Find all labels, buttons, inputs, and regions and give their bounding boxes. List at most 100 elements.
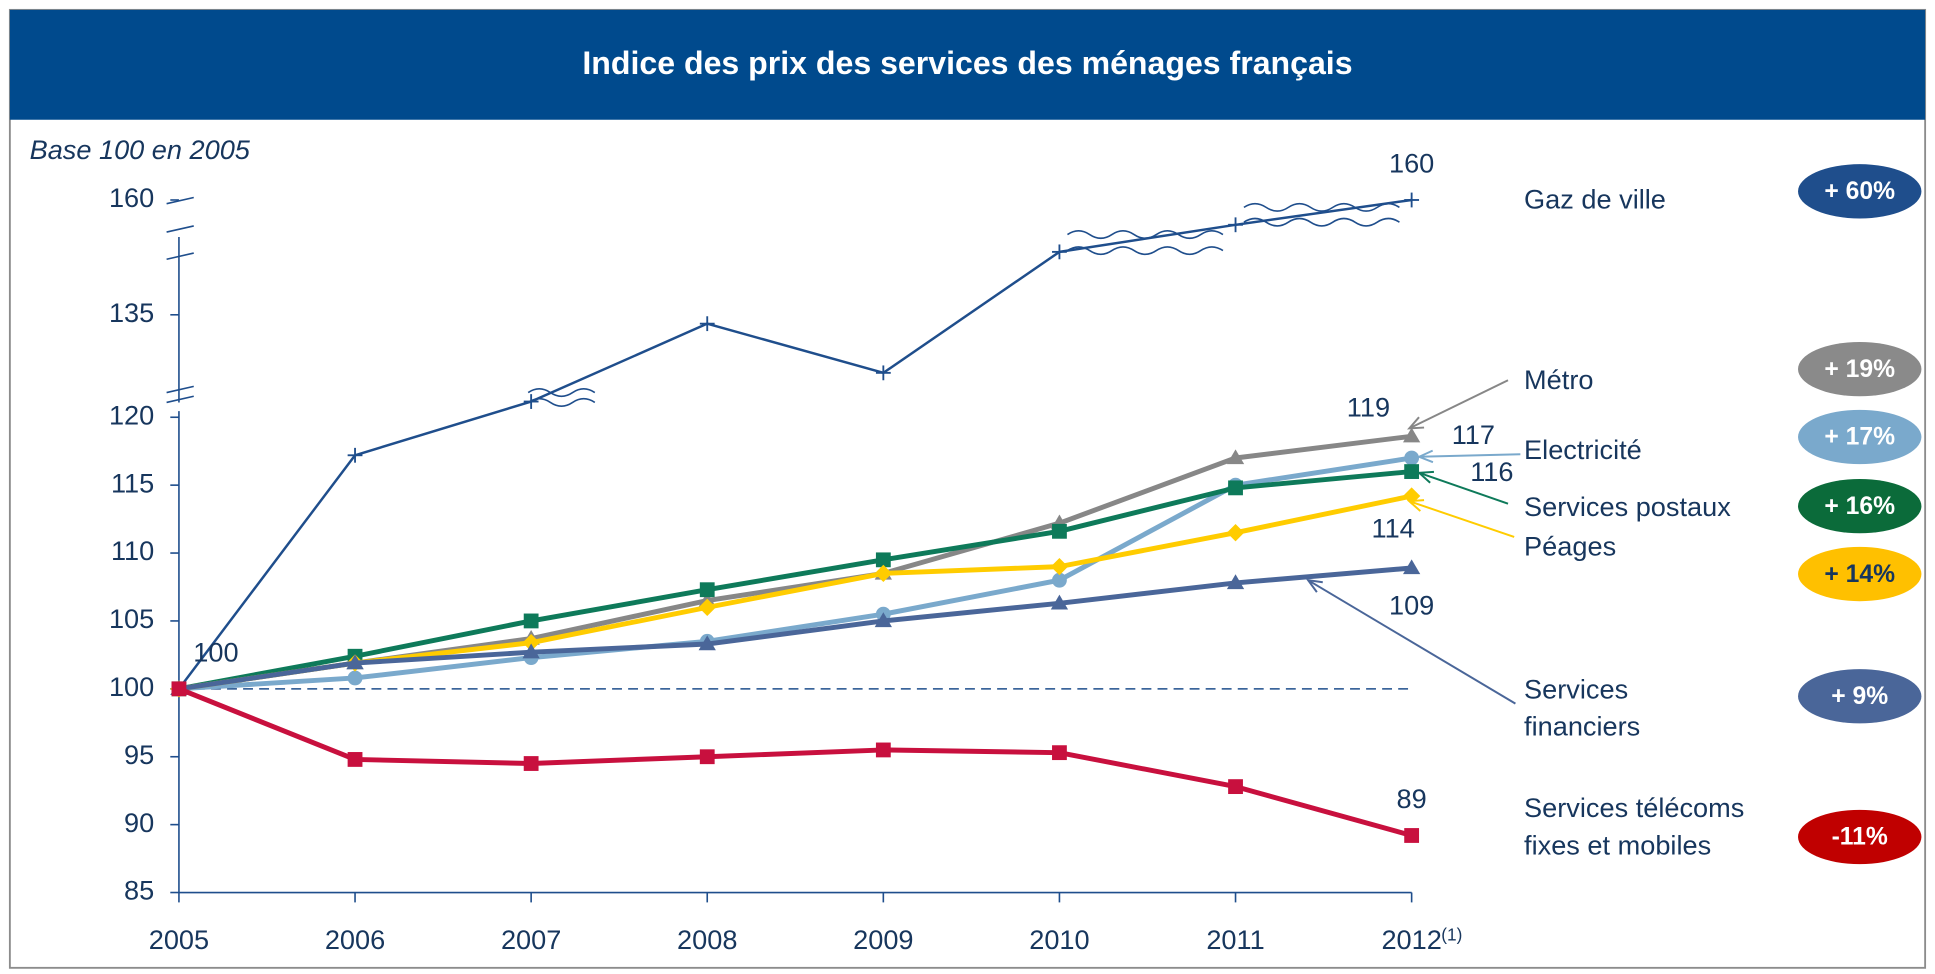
legend-label: Services financiers [1524,674,1641,742]
y-tick-label: 85 [124,875,154,906]
value-label: 117 [1452,419,1495,450]
legend-entry: Services postaux [1524,491,1731,523]
marker [1052,572,1067,588]
legend-arrow [1408,379,1509,430]
marker [698,598,716,617]
legend-arrow [1418,471,1509,505]
arrow-head [1416,449,1434,464]
badge [1798,809,1922,865]
value-label: 89 [1397,783,1427,814]
x-tick-label: 2007 [501,924,561,955]
break-mark [166,196,194,261]
legend-arrow [1307,579,1516,705]
value-label: 109 [1389,590,1434,621]
marker [1402,559,1421,575]
x-tick-label: 2012 [1381,924,1441,955]
x-tick-label: 2008 [677,924,737,955]
value-label: 116 [1470,456,1513,487]
marker [347,752,363,767]
marker [1404,450,1420,466]
marker [699,749,715,765]
marker [1402,427,1421,443]
x-tick-label: 2005 [149,924,209,955]
y-tick-label: 120 [109,399,154,430]
x-tick-label: 2009 [853,924,913,955]
badge [1798,478,1922,534]
legend-entry: Services financiers [1524,674,1641,742]
marker [347,670,363,686]
badge [1798,669,1922,724]
legend-label: Péages [1524,530,1617,562]
y-tick-label: 105 [109,603,154,634]
x-footnote: (1) [1441,924,1462,944]
legend-label: Services postaux [1524,491,1731,523]
y-tick-label: 115 [111,467,154,498]
y-tick-label: 95 [124,739,154,770]
value-label: 160 [1389,148,1434,179]
legend-entry: Métro [1524,364,1594,396]
badge-label: + 19% [1824,356,1895,383]
marker [875,365,891,381]
value-label: 119 [1347,391,1390,422]
badge-label: + 60% [1824,178,1895,205]
y-tick-label: 110 [111,535,154,566]
marker [1226,449,1245,465]
marker [1228,217,1243,233]
badge-label: -11% [1832,824,1888,851]
y-tick-label: 90 [124,807,154,838]
marker [1404,828,1420,843]
series-line [178,565,1412,692]
badge-label: + 9% [1831,683,1888,710]
marker [523,613,539,629]
marker [522,643,540,659]
break-mark [1243,202,1400,227]
subtitle: Base 100 en 2005 [30,134,251,165]
arrow-head [1305,578,1323,593]
arrow-head [1416,470,1435,484]
marker [522,634,540,652]
badge [1798,341,1922,397]
legend-entry: Services télécoms fixes et mobiles [1524,792,1745,861]
marker [1228,779,1243,795]
legend-arrow [1419,453,1521,458]
value-label: 100 [193,636,238,667]
series-line [178,455,1413,692]
marker [698,635,716,651]
legend-entry: Péages [1524,530,1617,562]
badge [1798,164,1922,219]
y-tick-label: 135 [109,297,154,328]
legend-label: Services télécoms fixes et mobiles [1524,792,1745,861]
legend-label: Métro [1524,364,1594,396]
y-tick-label: 160 [109,182,154,213]
chart-title: Indice des prix des services des ménages… [582,45,1352,81]
badge [1798,546,1922,602]
marker [875,742,891,758]
x-tick-label: 2010 [1029,924,1089,955]
marker [699,316,715,332]
badge-label: + 14% [1824,561,1895,588]
marker [875,552,891,568]
marker [874,564,892,583]
marker [171,681,187,697]
marker [1226,574,1245,590]
marker [1052,244,1067,260]
marker [523,756,539,771]
badge-label: + 16% [1824,493,1895,520]
legend-arrow [1408,500,1515,538]
marker [1404,192,1420,208]
break-mark [166,385,194,404]
series-line [178,686,1413,838]
marker [1228,480,1243,496]
legend-label: Gaz de ville [1524,183,1666,215]
marker [1052,523,1067,539]
value-label: 114 [1371,513,1414,544]
marker [347,447,363,463]
series-line [178,469,1412,692]
legend-label: Electricité [1524,434,1642,466]
marker [346,654,364,670]
legend-entry: Electricité [1524,434,1642,466]
series-line [177,198,1412,690]
marker [874,612,892,628]
badge-label: + 17% [1824,424,1895,451]
